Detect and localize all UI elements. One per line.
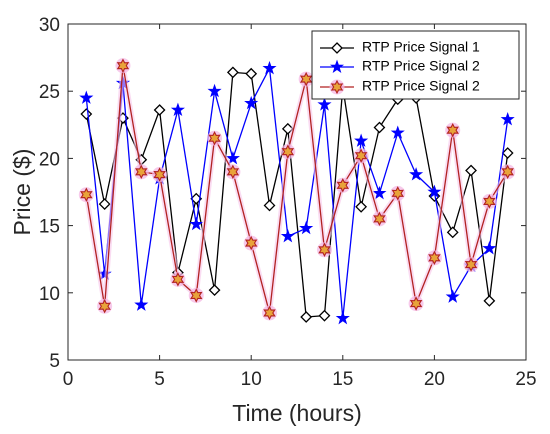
series-2-point (299, 220, 314, 235)
x-tick-label: 10 (241, 369, 262, 390)
series-2-point (390, 125, 405, 139)
series-2-point (354, 133, 369, 147)
series-3-point (280, 144, 296, 160)
y-tick-label: 25 (39, 82, 60, 103)
series-1-point (153, 104, 166, 116)
series-3-point (500, 164, 516, 180)
series-2-point (244, 95, 259, 110)
series-2-point (79, 90, 94, 104)
series-3-point (298, 71, 314, 87)
series-2-point (445, 289, 460, 303)
series-1-point (355, 200, 368, 213)
series-3-point (426, 250, 442, 266)
series-2-point (372, 185, 387, 200)
legend-sample-1 (320, 42, 354, 54)
series-3-point (408, 296, 424, 312)
series-3-point (262, 305, 278, 321)
x-tick-label: 5 (154, 369, 165, 390)
series-3-point (243, 235, 259, 251)
series-layer (78, 58, 516, 325)
series-3-point (445, 122, 461, 138)
series-2-line (85, 67, 509, 319)
series-1-point (263, 199, 276, 212)
x-axis-label: Time (hours) (232, 400, 362, 426)
series-3-point (188, 287, 204, 303)
series-3-point (170, 271, 186, 287)
series-2-point (335, 310, 350, 325)
series-3-point (371, 211, 387, 227)
x-tick-label: 25 (515, 369, 536, 390)
series-1-line (85, 71, 509, 318)
x-axis: 0 5 10 15 20 25 (63, 24, 537, 390)
series-1-point (98, 198, 111, 211)
series-2-point (134, 297, 149, 311)
legend-marker-2 (329, 59, 345, 73)
series-3-point (115, 58, 131, 74)
legend-marker-1 (331, 42, 343, 54)
series-2-point (482, 241, 497, 255)
y-tick-label: 10 (39, 284, 60, 305)
series-3-point (225, 164, 241, 180)
series-1-point (446, 226, 459, 239)
legend-sample-3 (320, 79, 354, 95)
series-2-point (280, 228, 295, 243)
series-2-point (262, 60, 277, 75)
legend: RTP Price Signal 1 RTP Price Signal 2 RT… (311, 30, 520, 100)
series-3-point (463, 257, 479, 273)
y-axis: 5 10 15 20 25 30 (39, 15, 526, 372)
series-3-point (316, 242, 332, 258)
series-1-point (318, 309, 331, 322)
x-tick-label: 15 (332, 369, 353, 390)
legend-label-2: RTP Price Signal 2 (362, 58, 480, 74)
series-3-point (78, 187, 94, 203)
x-tick-label: 0 (63, 369, 74, 390)
legend-box (311, 30, 520, 100)
series-2-point (189, 216, 204, 231)
series-3 (78, 58, 516, 321)
series-3-point (133, 164, 149, 180)
series-2-point (170, 102, 185, 117)
y-tick-label: 5 (49, 351, 60, 372)
x-tick-label: 20 (424, 369, 445, 390)
series-1-point (300, 311, 313, 323)
series-2-point (207, 83, 222, 98)
y-tick-label: 30 (39, 15, 60, 36)
series-1-point (245, 67, 258, 80)
series-1-point (483, 294, 496, 307)
series-1-point (465, 164, 477, 177)
series-1-point (208, 284, 221, 297)
plot-frame (67, 23, 527, 361)
series-3-point (390, 185, 406, 201)
series-3-point (207, 130, 223, 146)
series-2-point (427, 184, 442, 198)
series-3-point (152, 167, 168, 183)
legend-marker-3 (329, 79, 345, 95)
legend-label-1: RTP Price Signal 1 (362, 39, 480, 55)
series-3-point (481, 193, 497, 209)
legend-label-3: RTP Price Signal 2 (362, 78, 480, 94)
series-3-point (97, 298, 113, 314)
series-1-point (226, 66, 239, 79)
series-2-point (317, 97, 332, 111)
series-3-point (353, 148, 369, 164)
series-2-point (225, 150, 240, 165)
y-tick-label: 20 (39, 149, 60, 170)
series-1-point (501, 147, 514, 159)
series-3-point (335, 177, 351, 193)
y-tick-label: 15 (39, 217, 60, 238)
series-2-point (409, 167, 424, 181)
y-axis-label: Price ($) (9, 149, 35, 236)
series-1-point (373, 121, 386, 134)
legend-sample-2 (320, 59, 354, 73)
series-2-point (500, 112, 515, 126)
series-1-point (281, 122, 294, 135)
